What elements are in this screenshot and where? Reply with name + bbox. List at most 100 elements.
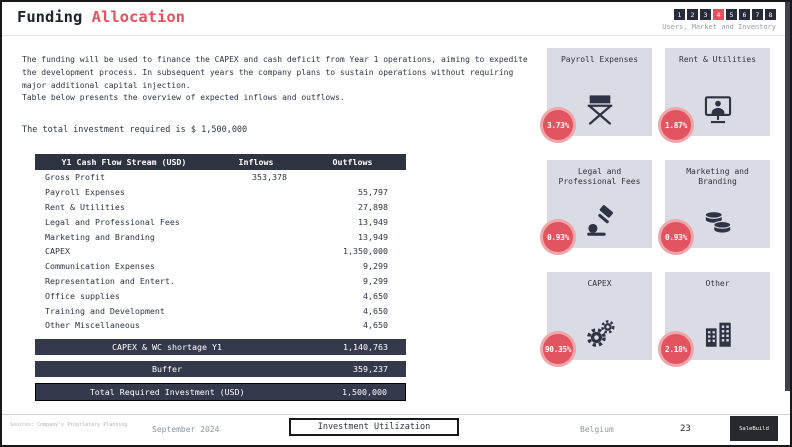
row-label: Rent & Utilities (45, 201, 125, 212)
section-tab-investment-utilization[interactable]: Investment Utilization (289, 418, 459, 436)
row-label: Gross Profit (45, 172, 105, 183)
gears-icon (583, 317, 617, 351)
table-row: Legal and Professional Fees 13,949 (35, 214, 406, 229)
row-outflow: 4,650 (363, 320, 388, 331)
card-title: Payroll Expenses (560, 55, 639, 64)
percent-badge: 1.87% (658, 107, 694, 143)
table-header-row: Y1 Cash Flow Stream (USD) Inflows Outflo… (35, 154, 406, 170)
row-outflow: 1,350,000 (343, 246, 388, 257)
summary-value: 1,140,763 (343, 341, 388, 352)
pager-page-5[interactable]: 5 (726, 9, 737, 20)
intro-text: The funding will be used to finance the … (22, 54, 542, 105)
percent-badge: 90.35% (540, 331, 576, 367)
director-chair-icon (583, 93, 617, 127)
row-label: Training and Development (45, 305, 165, 316)
scrollbar-thumb[interactable] (785, 2, 790, 391)
table-row: Training and Development 4,650 (35, 303, 406, 318)
source-note: Sources: Company's Proprietary Planning (10, 422, 128, 428)
cashflow-table: Y1 Cash Flow Stream (USD) Inflows Outflo… (35, 154, 406, 401)
table-row: Office supplies 4,650 (35, 288, 406, 303)
row-outflow: 4,650 (363, 290, 388, 301)
percent-badge: 2.18% (658, 331, 694, 367)
row-outflow: 9,299 (363, 261, 388, 272)
allocation-cards: Payroll Expenses 3.73% Rent & Utilities 1.8… (540, 48, 770, 367)
allocation-card: Payroll Expenses 3.73% (540, 48, 652, 143)
workstation-icon (701, 93, 735, 127)
row-outflow: 4,650 (363, 305, 388, 316)
intro-paragraph-2: Table below presents the overview of exp… (22, 93, 345, 103)
summary-row: Buffer 359,237 (35, 360, 406, 377)
total-investment-line: The total investment required is $ 1,500… (22, 125, 248, 135)
summary-label: CAPEX & WC shortage Y1 (112, 341, 222, 352)
gavel-icon (583, 205, 617, 239)
cash-table-body: Gross Profit 353,378 Payroll Expenses 55,79… (35, 170, 406, 401)
buildings-icon (701, 317, 735, 351)
row-outflow: 9,299 (363, 275, 388, 286)
row-label: Other Miscellaneous (45, 320, 140, 331)
allocation-card: Other 2.18% (658, 272, 770, 367)
section-label: Users, Market and Inventory (662, 23, 776, 31)
row-outflow: 13,949 (358, 216, 388, 227)
card-title: Marketing and Branding (686, 167, 749, 187)
footer-date: September 2024 (152, 425, 220, 434)
table-row: Communication Expenses 9,299 (35, 259, 406, 274)
page-title-accent: Allocation (91, 8, 185, 26)
card-title: CAPEX (587, 279, 612, 288)
pager-page-1[interactable]: 1 (674, 9, 685, 20)
table-row: Representation and Entert. 9,299 (35, 274, 406, 289)
pager-page-2[interactable]: 2 (687, 9, 698, 20)
allocation-card: CAPEX 90.35% (540, 272, 652, 367)
row-label: Communication Expenses (45, 261, 155, 272)
row-outflow: 27,898 (358, 201, 388, 212)
row-outflow: 55,797 (358, 187, 388, 198)
footer-divider (2, 414, 790, 415)
percent-badge: 3.73% (540, 107, 576, 143)
allocation-card: Marketing and Branding 0.93% (658, 160, 770, 255)
row-label: Representation and Entert. (45, 275, 175, 286)
pager-page-4[interactable]: 4 (713, 9, 724, 20)
row-label: Marketing and Branding (45, 231, 155, 242)
col-header-inflows: Inflows (238, 157, 274, 167)
table-row: Other Miscellaneous 4,650 (35, 318, 406, 333)
table-row: Marketing and Branding 13,949 (35, 229, 406, 244)
header-divider (2, 35, 790, 36)
card-title: Legal and Professional Fees (558, 167, 641, 187)
summary-row: Total Required Investment (USD) 1,500,000 (35, 382, 406, 401)
summary-label: Total Required Investment (USD) (89, 386, 245, 397)
footer-page-number: 23 (680, 424, 691, 434)
page-title: Funding Allocation (17, 8, 185, 26)
card-title: Other (705, 279, 730, 288)
summary-label: Buffer (152, 363, 182, 374)
col-header-outflows: Outflows (332, 157, 373, 167)
coins-icon (701, 205, 735, 239)
row-label: Payroll Expenses (45, 187, 125, 198)
table-row: CAPEX 1,350,000 (35, 244, 406, 259)
table-row: Rent & Utilities 27,898 (35, 200, 406, 215)
percent-badge: 0.93% (540, 219, 576, 255)
summary-row: CAPEX & WC shortage Y1 1,140,763 (35, 338, 406, 355)
pager-page-8[interactable]: 8 (765, 9, 776, 20)
summary-value: 1,500,000 (342, 386, 387, 397)
row-label: CAPEX (45, 246, 70, 257)
pager-page-7[interactable]: 7 (752, 9, 763, 20)
card-title: Rent & Utilities (678, 55, 757, 64)
footer-country: Belgium (580, 425, 614, 434)
allocation-card: Rent & Utilities 1.87% (658, 48, 770, 143)
row-inflow: 353,378 (252, 172, 287, 183)
pager-page-3[interactable]: 3 (700, 9, 711, 20)
summary-value: 359,237 (353, 363, 388, 374)
pager-page-6[interactable]: 6 (739, 9, 750, 20)
page-title-prefix: Funding (17, 8, 83, 26)
row-label: Office supplies (45, 290, 120, 301)
row-outflow: 13,949 (358, 231, 388, 242)
intro-paragraph: The funding will be used to finance the … (22, 55, 528, 90)
col-header-stream: Y1 Cash Flow Stream (USD) (61, 157, 187, 167)
company-logo: SaleBuild (730, 416, 778, 441)
table-row: Gross Profit 353,378 (35, 170, 406, 185)
percent-badge: 0.93% (658, 219, 694, 255)
allocation-card: Legal and Professional Fees 0.93% (540, 160, 652, 255)
row-label: Legal and Professional Fees (45, 216, 180, 227)
table-row: Payroll Expenses 55,797 (35, 185, 406, 200)
